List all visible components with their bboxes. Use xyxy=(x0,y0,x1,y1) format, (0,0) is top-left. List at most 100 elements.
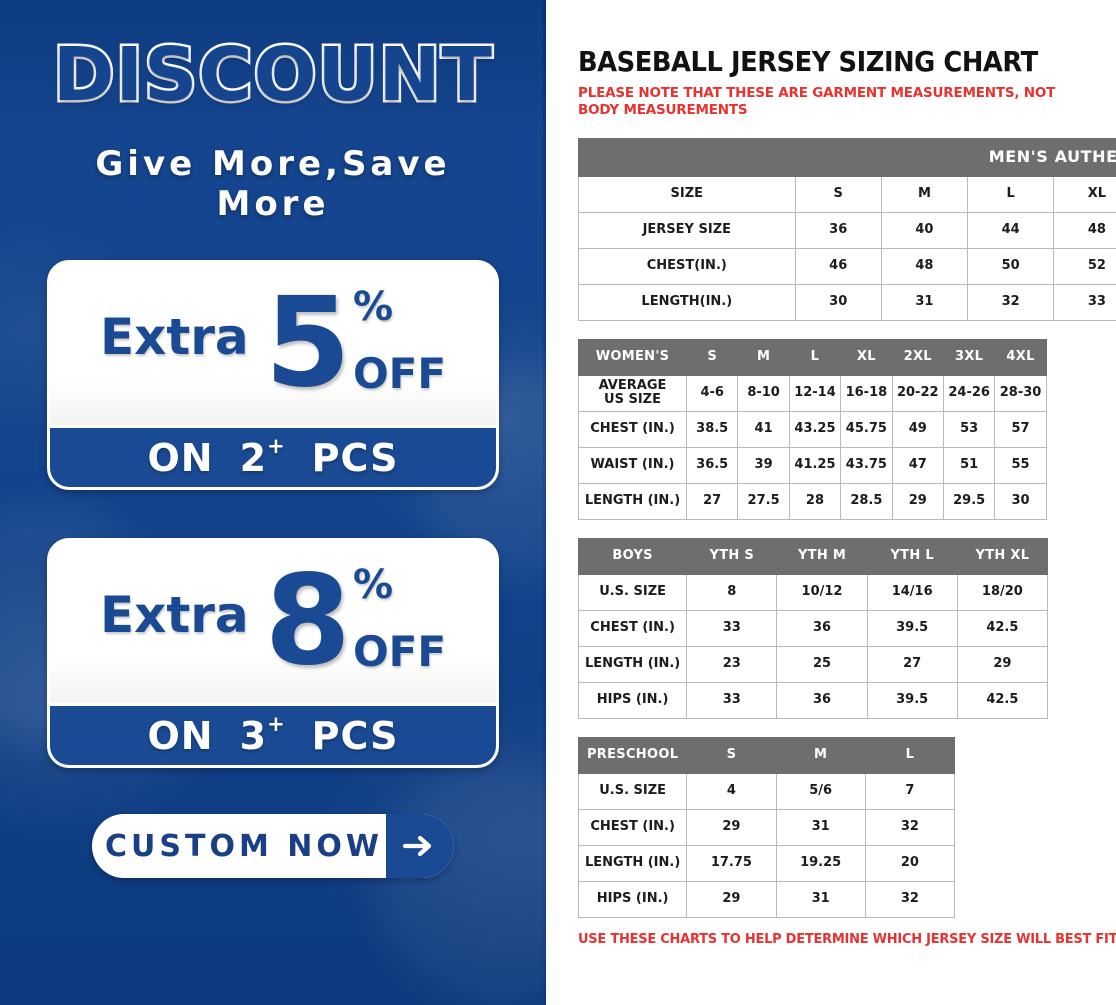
table-cell: 29 xyxy=(686,808,777,846)
table-cell: 57 xyxy=(994,410,1047,448)
column-header: WOMEN'S xyxy=(578,338,687,376)
womens-table-body: WOMEN'S S M L XL 2XL 3XL 4XL AVERAGE US SIZE 4-6 8-… xyxy=(578,338,1047,520)
deal-condition-bar: ON 3+ PCS xyxy=(50,703,496,766)
table-cell: 7 xyxy=(864,772,956,810)
table-cell: 44 xyxy=(967,211,1055,249)
table-cell: 53 xyxy=(942,410,996,448)
table-cell: 4 xyxy=(686,772,777,810)
table-cell: 30 xyxy=(994,482,1047,520)
table-cell: 42.5 xyxy=(956,681,1049,719)
table-cell: 19.25 xyxy=(775,844,866,882)
table-cell: 51 xyxy=(942,446,996,484)
table-cell: 38.5 xyxy=(685,410,739,448)
chart-footer-note: USE THESE CHARTS TO HELP DETERMINE WHICH… xyxy=(578,931,1116,947)
custom-now-label: CUSTOM NOW xyxy=(105,828,383,864)
row-label: HIPS (IN.) xyxy=(577,681,688,719)
table-cell: 5/6 xyxy=(775,772,866,810)
table-row: CHEST (IN.) 38.5 41 43.25 45.75 49 53 57 xyxy=(578,410,1047,448)
table-header-row: PRESCHOOL S M L xyxy=(577,736,956,774)
table-cell: 28-30 xyxy=(994,374,1047,412)
row-label: LENGTH (IN.) xyxy=(577,645,688,683)
table-cell: 29 xyxy=(956,645,1049,683)
table-cell: 36 xyxy=(776,681,868,719)
deal-condition-bar: ON 2+ PCS xyxy=(50,425,496,488)
table-row: AVERAGE US SIZE 4-6 8-10 12-14 16-18 20-22 24-2… xyxy=(578,374,1047,412)
column-header: L xyxy=(967,175,1055,213)
deal-quantity: 2+ xyxy=(239,434,286,480)
deal-quantity-plus: + xyxy=(267,434,286,459)
deal-card-5-percent[interactable]: Extra 5 % OFF ON 2+ PCS xyxy=(47,260,499,491)
sizing-chart-panel: BASEBALL JERSEY SIZING CHART PLEASE NOTE… xyxy=(546,0,1116,1005)
table-row: LENGTH(IN.)30313233343536373839 xyxy=(578,283,1116,321)
deal-quantity: 3+ xyxy=(239,712,286,758)
table-cell: 24-26 xyxy=(942,374,996,412)
column-header: XL xyxy=(840,338,893,376)
column-header: YTH M xyxy=(776,537,868,575)
column-header: BOYS xyxy=(577,537,688,575)
table-cell: 40 xyxy=(880,211,969,249)
deal-on-label: ON xyxy=(147,713,214,758)
table-cell: 30 xyxy=(794,283,882,321)
column-header: M xyxy=(737,338,790,376)
table-cell: 29 xyxy=(891,482,944,520)
table-row: U.S. SIZE 4 5/6 7 xyxy=(577,772,956,810)
womens-sizing-table: WOMEN'S S M L XL 2XL 3XL 4XL AVERAGE US SIZE 4-6 8-… xyxy=(578,338,1047,520)
deal-pcs-label: PCS xyxy=(311,713,399,758)
table-cell: 33 xyxy=(686,681,778,719)
table-row: U.S. SIZE 8 10/12 14/16 18/20 xyxy=(577,573,1049,611)
table-cell: 31 xyxy=(775,808,866,846)
deal-percent-symbol: % xyxy=(352,284,394,331)
row-label: CHEST (IN.) xyxy=(578,410,687,448)
table-cell: 27 xyxy=(866,645,958,683)
table-cell: 45.75 xyxy=(840,410,893,448)
table-cell: 14/16 xyxy=(866,573,958,611)
table-cell: 36 xyxy=(776,609,868,647)
table-row: CHEST(IN.)46485052545862667076 xyxy=(578,247,1116,285)
table-row: LENGTH (IN.) 27 27.5 28 28.5 29 29.5 30 xyxy=(578,482,1047,520)
table-cell: 49 xyxy=(891,410,944,448)
column-header: S xyxy=(794,175,882,213)
row-label: U.S. SIZE xyxy=(577,772,688,810)
column-header: L xyxy=(788,338,842,376)
table-cell: 29 xyxy=(686,880,777,918)
table-header-row: WOMEN'S S M L XL 2XL 3XL 4XL xyxy=(578,338,1047,376)
deal-off-label: OFF xyxy=(352,349,447,399)
column-header: S xyxy=(685,338,739,376)
row-label: CHEST (IN.) xyxy=(577,609,688,647)
discount-promo-panel: DISCOUNT Give More,Save More Extra 5 % O… xyxy=(0,0,546,1005)
deal-on-label: ON xyxy=(147,435,214,480)
promo-subheadline: Give More,Save More xyxy=(95,144,451,225)
deal-card-8-percent[interactable]: Extra 8 % OFF ON 3+ PCS xyxy=(47,538,499,769)
column-header: M xyxy=(880,175,969,213)
table-cell: 48 xyxy=(880,247,969,285)
table-cell: 39 xyxy=(737,446,790,484)
row-label: CHEST(IN.) xyxy=(578,247,796,285)
table-cell: 39.5 xyxy=(866,609,958,647)
table-cell: 4-6 xyxy=(685,374,739,412)
table-row: HIPS (IN.) 29 31 32 xyxy=(577,880,956,918)
table-cell: 27 xyxy=(685,482,739,520)
boys-table-body: BOYS YTH S YTH M YTH L YTH XL U.S. SIZE 8 10/12… xyxy=(577,537,1049,719)
table-cell: 36 xyxy=(794,211,882,249)
table-cell: 16-18 xyxy=(840,374,893,412)
table-cell: 41.25 xyxy=(788,446,842,484)
mens-table-body: MEN'S AUTHENTIC JERSEYSSIZESMLXL2XL3XL4X… xyxy=(578,137,1116,321)
column-header: 3XL xyxy=(942,338,996,376)
custom-now-button[interactable]: CUSTOM NOW xyxy=(92,814,454,879)
column-header: YTH S xyxy=(686,537,778,575)
table-cell: 28.5 xyxy=(840,482,893,520)
deal-off-label: OFF xyxy=(352,627,447,677)
table-row: LENGTH (IN.) 17.75 19.25 20 xyxy=(577,844,956,882)
table-row: CHEST (IN.) 33 36 39.5 42.5 xyxy=(577,609,1049,647)
table-cell: 32 xyxy=(864,880,956,918)
table-row: LENGTH (IN.) 23 25 27 29 xyxy=(577,645,1049,683)
column-header: XL xyxy=(1053,175,1116,213)
chart-disclaimer-note: PLEASE NOTE THAT THESE ARE GARMENT MEASU… xyxy=(578,85,1056,119)
table-row: CHEST (IN.) 29 31 32 xyxy=(577,808,956,846)
table-cell: 8-10 xyxy=(737,374,790,412)
table-cell: 23 xyxy=(686,645,778,683)
column-header: 4XL xyxy=(994,338,1047,376)
row-label: WAIST (IN.) xyxy=(578,446,687,484)
